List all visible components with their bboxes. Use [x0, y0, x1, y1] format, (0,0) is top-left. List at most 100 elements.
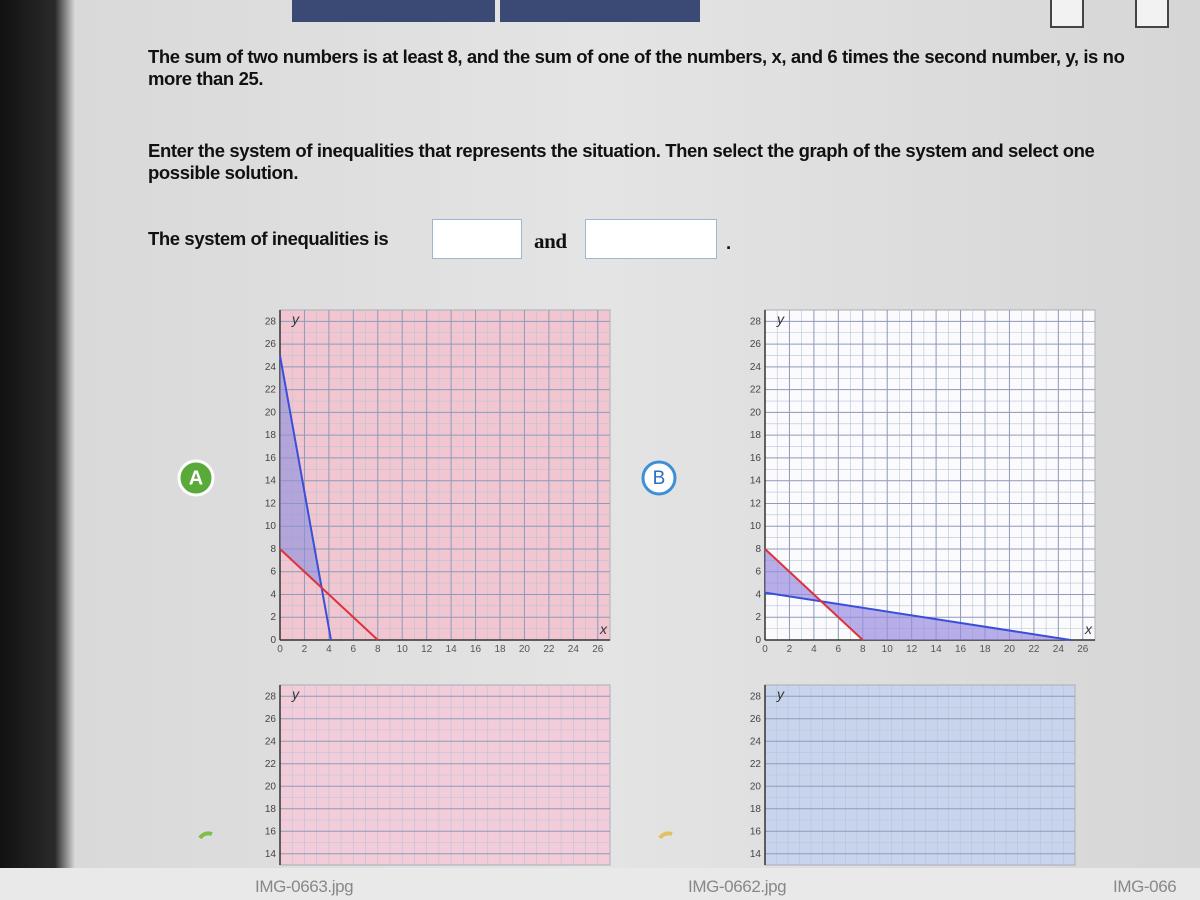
x-tick-label: 16 [955, 644, 967, 655]
x-tick-label: 8 [375, 644, 381, 655]
y-tick-label: 8 [270, 544, 276, 555]
y-tick-label: 26 [265, 339, 277, 350]
x-tick-label: 0 [277, 644, 283, 655]
options: A B [177, 459, 677, 840]
y-tick-label: 18 [750, 804, 762, 815]
file-tab[interactable]: IMG-0663.jpg [255, 877, 354, 896]
y-tick-label: 20 [750, 407, 762, 418]
y-tick-label: 22 [265, 759, 277, 770]
boundary-line [279, 548, 379, 641]
y-tick-label: 24 [265, 736, 277, 747]
plot-area [279, 309, 611, 641]
y-tick-label: 18 [265, 430, 277, 441]
y-tick-label: 0 [755, 635, 761, 646]
x-tick-label: 8 [860, 644, 866, 655]
tab[interactable] [500, 0, 700, 22]
y-tick-label: 24 [265, 362, 277, 373]
x-tick-label: 12 [906, 644, 918, 655]
x-tick-label: 10 [397, 644, 409, 655]
y-axis-label: y [291, 686, 300, 702]
y-tick-label: 4 [755, 589, 761, 600]
y-tick-label: 26 [265, 714, 277, 725]
y-tick-label: 28 [265, 316, 277, 327]
boundary-line [764, 591, 1071, 641]
y-tick-label: 20 [265, 781, 277, 792]
x-tick-label: 18 [494, 644, 506, 655]
y-tick-label: 12 [750, 498, 762, 509]
y-tick-label: 26 [750, 339, 762, 350]
y-axis-label: y [776, 311, 785, 327]
radio-partial[interactable] [198, 831, 213, 840]
x-tick-label: 6 [836, 644, 842, 655]
taskbar [0, 868, 1200, 900]
y-tick-label: 6 [755, 567, 761, 578]
y-tick-label: 26 [750, 714, 762, 725]
y-tick-label: 2 [270, 612, 276, 623]
option-label: A [189, 467, 203, 489]
answer-input[interactable] [432, 219, 522, 259]
x-tick-label: 10 [882, 644, 894, 655]
y-tick-label: 22 [750, 385, 762, 396]
x-tick-label: 24 [1053, 644, 1065, 655]
y-tick-label: 20 [265, 407, 277, 418]
y-tick-label: 4 [270, 589, 276, 600]
y-tick-label: 14 [750, 849, 762, 860]
x-tick-label: 14 [931, 644, 943, 655]
y-tick-label: 10 [265, 521, 277, 532]
file-tab[interactable]: IMG-066 [1113, 877, 1177, 896]
graph-shapes [279, 355, 1071, 641]
y-axis-label: y [776, 686, 785, 702]
y-tick-label: 14 [265, 476, 277, 487]
y-tick-label: 12 [265, 498, 277, 509]
file-tab[interactable]: IMG-0662.jpg [688, 877, 787, 896]
x-tick-label: 20 [519, 644, 531, 655]
y-tick-label: 16 [265, 453, 277, 464]
x-tick-label: 20 [1004, 644, 1016, 655]
answer-label: The system of inequalities is [148, 228, 389, 249]
x-axis-label: x [1084, 621, 1093, 637]
radio-selected[interactable] [177, 459, 215, 497]
plot-area [764, 309, 1096, 641]
x-tick-label: 14 [446, 644, 458, 655]
graph[interactable]: 14 16 18 20 22 24 26 28 y [265, 684, 611, 866]
instruction: Enter the system of inequalities that re… [148, 140, 1095, 183]
x-axis-label: x [599, 621, 608, 637]
x-tick-label: 0 [762, 644, 768, 655]
x-tick-label: 12 [421, 644, 433, 655]
toolbar-icon[interactable] [1050, 0, 1084, 28]
x-tick-label: 22 [543, 644, 555, 655]
x-tick-label: 4 [326, 644, 332, 655]
y-tick-label: 14 [750, 476, 762, 487]
tab[interactable] [292, 0, 495, 22]
x-tick-label: 18 [979, 644, 991, 655]
x-tick-label: 2 [787, 644, 793, 655]
x-tick-label: 16 [470, 644, 482, 655]
x-tick-label: 24 [568, 644, 580, 655]
y-tick-label: 20 [750, 781, 762, 792]
radio[interactable] [641, 460, 677, 496]
y-tick-label: 6 [270, 567, 276, 578]
graph[interactable]: 0 2 4 6 8 10 12 14 16 18 20 22 24 2602468101214161820… [265, 309, 611, 655]
x-tick-label: 6 [351, 644, 357, 655]
answer-input[interactable] [585, 219, 717, 259]
y-tick-label: 28 [750, 691, 762, 702]
graph[interactable]: 14 16 18 20 22 24 26 28 y [750, 684, 1076, 866]
x-tick-label: 2 [302, 644, 308, 655]
boundary-line [764, 548, 864, 641]
x-tick-label: 26 [1077, 644, 1089, 655]
graph[interactable]: 0 2 4 6 8 10 12 14 16 18 20 22 24 2602468101214161820… [750, 309, 1096, 655]
radio-partial[interactable] [658, 831, 673, 840]
y-tick-label: 10 [750, 521, 762, 532]
y-tick-label: 22 [750, 759, 762, 770]
joiner: and [534, 229, 567, 253]
toolbar-icon[interactable] [1135, 0, 1169, 28]
boundary-line [279, 355, 332, 641]
y-tick-label: 28 [265, 691, 277, 702]
y-tick-label: 16 [750, 826, 762, 837]
y-tick-label: 0 [270, 635, 276, 646]
y-tick-label: 14 [265, 849, 277, 860]
y-tick-label: 24 [750, 736, 762, 747]
y-tick-label: 8 [755, 544, 761, 555]
